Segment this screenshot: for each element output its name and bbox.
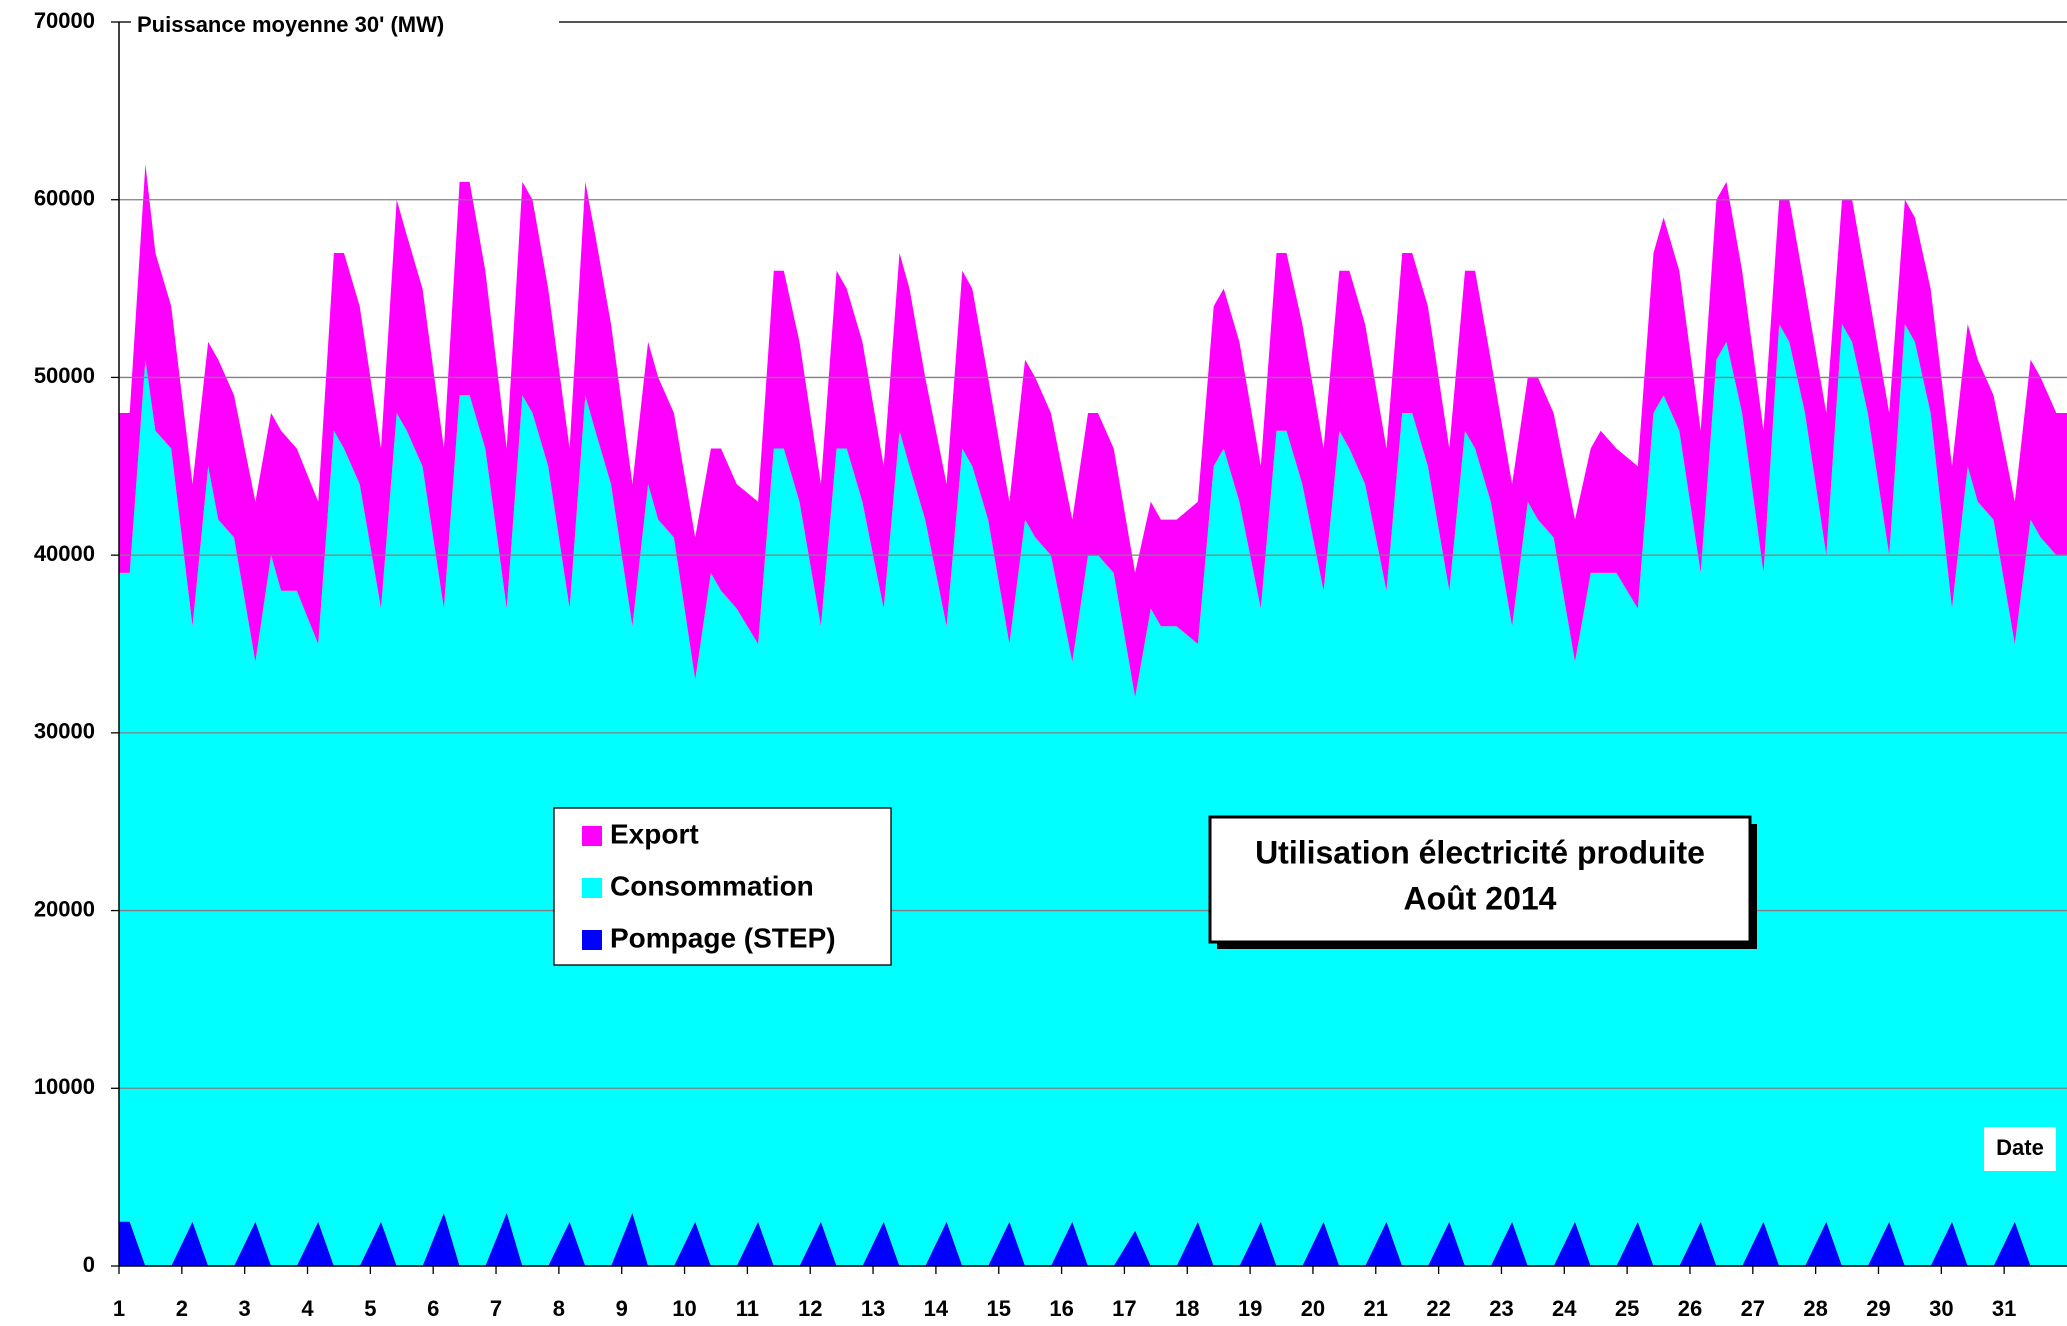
x-tick-label: 7 xyxy=(490,1296,502,1321)
x-tick-label: 24 xyxy=(1552,1296,1577,1321)
x-tick-label: 3 xyxy=(239,1296,251,1321)
x-tick-label: 20 xyxy=(1301,1296,1325,1321)
legend-label: Pompage (STEP) xyxy=(610,922,836,953)
y-tick-label: 60000 xyxy=(34,186,95,211)
y-tick-label: 40000 xyxy=(34,541,95,566)
x-tick-label: 27 xyxy=(1741,1296,1765,1321)
chart-title: Utilisation électricité produite xyxy=(1255,834,1705,870)
x-tick-label: 8 xyxy=(553,1296,565,1321)
x-tick-label: 30 xyxy=(1929,1296,1953,1321)
x-tick-label: 26 xyxy=(1678,1296,1702,1321)
x-tick-label: 23 xyxy=(1489,1296,1513,1321)
x-tick-label: 10 xyxy=(672,1296,696,1321)
x-tick-label: 4 xyxy=(301,1296,314,1321)
area xyxy=(119,324,2067,1267)
x-tick-label: 11 xyxy=(736,1296,759,1321)
legend-label: Consommation xyxy=(610,870,814,901)
y-tick-label: 10000 xyxy=(34,1074,95,1099)
y-tick-label: 30000 xyxy=(34,719,95,744)
x-tick-label: 31 xyxy=(1992,1296,2016,1321)
areas xyxy=(119,164,2067,1267)
legend-swatch xyxy=(582,930,602,950)
x-tick-label: 13 xyxy=(861,1296,885,1321)
x-tick-label: 21 xyxy=(1364,1296,1388,1321)
x-tick-label: 14 xyxy=(924,1296,949,1321)
x-tick-label: 22 xyxy=(1426,1296,1450,1321)
x-tick-label: 2 xyxy=(176,1296,188,1321)
x-tick-label: 28 xyxy=(1803,1296,1827,1321)
title-box: Utilisation électricité produite Août 201… xyxy=(1208,815,1757,949)
y-tick-label: 20000 xyxy=(34,896,95,921)
x-tick-label: 25 xyxy=(1615,1296,1639,1321)
chart-subtitle: Août 2014 xyxy=(1404,880,1557,916)
y-label-bg xyxy=(131,8,559,38)
x-tick-label: 6 xyxy=(427,1296,439,1321)
x-tick-label: 1 xyxy=(113,1296,125,1321)
y-tick-label: 0 xyxy=(83,1252,95,1277)
x-tick-label: 15 xyxy=(986,1296,1010,1321)
x-tick-label: 9 xyxy=(616,1296,628,1321)
area xyxy=(119,1212,2067,1266)
y-tick-label: 50000 xyxy=(34,363,95,388)
x-axis-label: Date xyxy=(1996,1135,2044,1160)
legend: Export Consommation Pompage (STEP) xyxy=(553,807,892,966)
x-tick-label: 5 xyxy=(364,1296,376,1321)
x-tick-label: 29 xyxy=(1866,1296,1890,1321)
x-tick-label: 16 xyxy=(1049,1296,1073,1321)
x-tick-label: 12 xyxy=(798,1296,822,1321)
legend-label: Export xyxy=(610,818,699,849)
y-axis-label: Puissance moyenne 30' (MW) xyxy=(137,12,444,37)
legend-swatch xyxy=(582,826,602,846)
title-frame xyxy=(1208,815,1752,944)
x-tick-label: 19 xyxy=(1238,1296,1262,1321)
y-tick-label: 70000 xyxy=(34,8,95,33)
area xyxy=(119,164,2067,698)
x-tick-label: 18 xyxy=(1175,1296,1199,1321)
legend-box xyxy=(553,807,892,966)
legend-swatch xyxy=(582,878,602,898)
x-tick-label: 17 xyxy=(1112,1296,1136,1321)
x-label-box xyxy=(1984,1127,2056,1171)
